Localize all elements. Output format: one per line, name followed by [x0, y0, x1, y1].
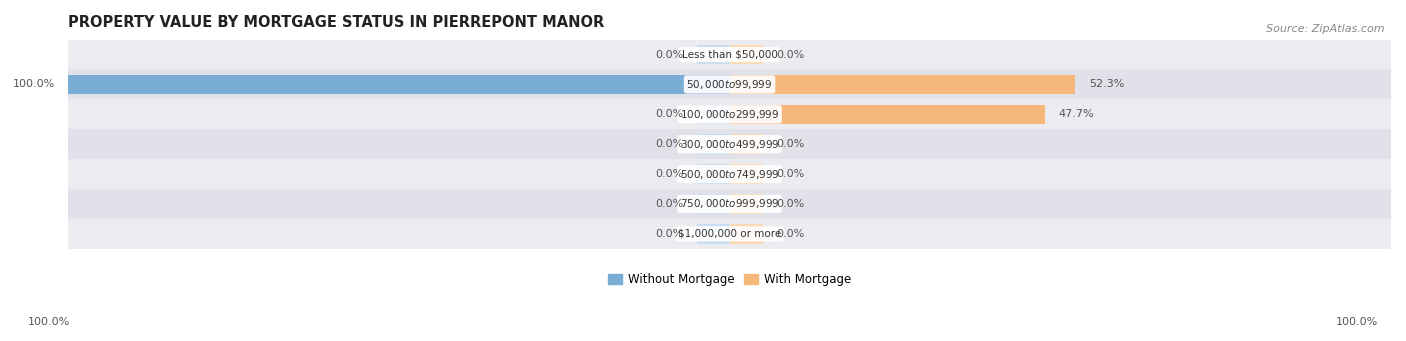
Text: 100.0%: 100.0% [1336, 317, 1378, 327]
Bar [696, 45, 730, 64]
Text: 0.0%: 0.0% [655, 169, 683, 179]
Text: $100,000 to $299,999: $100,000 to $299,999 [681, 108, 779, 121]
Text: $1,000,000 or more: $1,000,000 or more [678, 229, 782, 239]
Text: 47.7%: 47.7% [1059, 109, 1094, 119]
Text: 0.0%: 0.0% [776, 169, 804, 179]
Bar [730, 164, 762, 184]
Bar [730, 75, 1076, 94]
Bar [696, 224, 730, 243]
Text: 0.0%: 0.0% [776, 229, 804, 239]
Bar [696, 134, 730, 154]
Text: $750,000 to $999,999: $750,000 to $999,999 [681, 197, 779, 210]
Bar [696, 194, 730, 214]
Bar [730, 45, 762, 64]
Text: 0.0%: 0.0% [776, 199, 804, 209]
Bar [67, 159, 1391, 189]
Bar [730, 194, 762, 214]
Text: $50,000 to $99,999: $50,000 to $99,999 [686, 78, 773, 91]
Bar [67, 99, 1391, 129]
Legend: Without Mortgage, With Mortgage: Without Mortgage, With Mortgage [603, 269, 856, 291]
Text: Source: ZipAtlas.com: Source: ZipAtlas.com [1267, 24, 1385, 34]
Text: $300,000 to $499,999: $300,000 to $499,999 [681, 138, 779, 151]
Bar [696, 105, 730, 124]
Bar [67, 129, 1391, 159]
Text: 0.0%: 0.0% [655, 229, 683, 239]
Text: 0.0%: 0.0% [655, 109, 683, 119]
Text: 0.0%: 0.0% [776, 139, 804, 149]
Text: 0.0%: 0.0% [655, 139, 683, 149]
Bar [67, 40, 1391, 70]
Text: 100.0%: 100.0% [28, 317, 70, 327]
Bar [730, 134, 762, 154]
Bar [67, 219, 1391, 249]
Bar [696, 164, 730, 184]
Text: $500,000 to $749,999: $500,000 to $749,999 [681, 167, 779, 181]
Bar [67, 70, 1391, 99]
Text: PROPERTY VALUE BY MORTGAGE STATUS IN PIERREPONT MANOR: PROPERTY VALUE BY MORTGAGE STATUS IN PIE… [67, 15, 605, 30]
Text: 52.3%: 52.3% [1088, 79, 1125, 89]
Text: 100.0%: 100.0% [13, 79, 55, 89]
Bar [730, 105, 1045, 124]
Text: 0.0%: 0.0% [655, 199, 683, 209]
Bar [67, 75, 730, 94]
Bar [730, 224, 762, 243]
Text: 0.0%: 0.0% [776, 49, 804, 60]
Text: 0.0%: 0.0% [655, 49, 683, 60]
Bar [67, 189, 1391, 219]
Text: Less than $50,000: Less than $50,000 [682, 49, 778, 60]
